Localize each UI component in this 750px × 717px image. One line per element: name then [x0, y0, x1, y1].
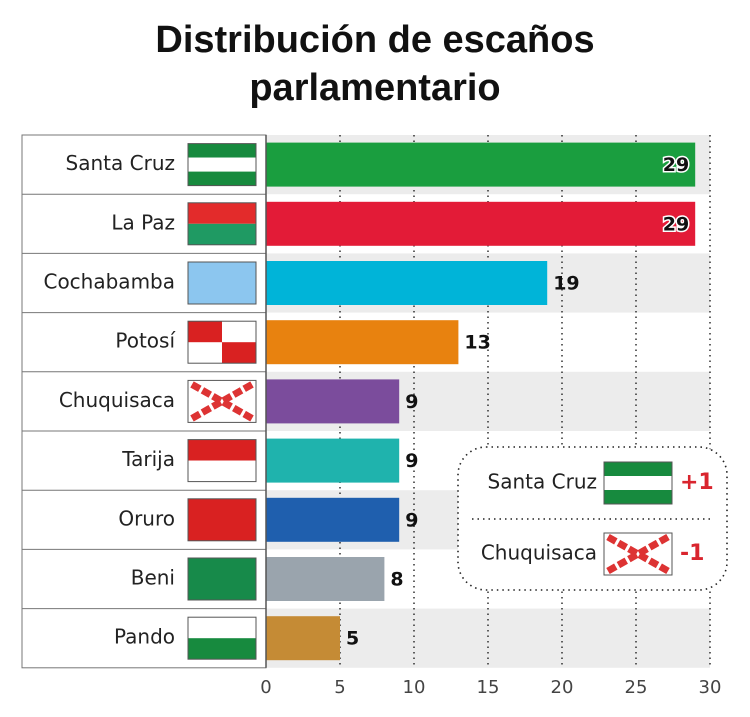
- flag: [187, 261, 257, 305]
- x-tick-label: 5: [334, 677, 345, 698]
- flag-border: [187, 616, 257, 660]
- flag: [187, 379, 257, 423]
- flag-part: [188, 321, 222, 343]
- flag-part: [188, 143, 256, 158]
- flag-border: [187, 439, 257, 483]
- bar: [266, 557, 385, 601]
- change-value: +1: [680, 470, 714, 495]
- flag: [187, 498, 257, 542]
- value-label: 19: [553, 273, 579, 295]
- flag-part: [604, 490, 672, 504]
- value-label: 29: [663, 213, 689, 235]
- category-label: Beni: [131, 566, 175, 590]
- flag: [187, 616, 257, 660]
- chart-title: Distribución de escaños: [155, 19, 594, 61]
- bar: [266, 497, 400, 542]
- flag-part: [188, 439, 256, 461]
- flag: [187, 143, 257, 187]
- flag-part: [222, 342, 256, 364]
- flag-part: [188, 157, 256, 172]
- bar: [266, 616, 340, 661]
- category-label: Cochabamba: [43, 270, 175, 294]
- category-label: Tarija: [121, 447, 175, 471]
- change-value: -1: [680, 541, 704, 566]
- flag: [187, 202, 257, 246]
- x-tick-label: 15: [477, 677, 500, 698]
- category-label: La Paz: [111, 210, 175, 234]
- x-tick-label: 30: [699, 677, 722, 698]
- flag-border: [603, 461, 673, 505]
- flag: [603, 461, 673, 505]
- x-tick-label: 10: [403, 677, 426, 698]
- bar: [266, 320, 459, 365]
- category-label: Chuquisaca: [59, 388, 175, 412]
- flag-border: [187, 320, 257, 364]
- change-label: Santa Cruz: [488, 470, 597, 494]
- flag-border: [603, 532, 673, 576]
- bar: [266, 261, 548, 305]
- category-label: Potosí: [115, 329, 176, 353]
- flag-border: [187, 557, 257, 601]
- flag-border: [187, 143, 257, 187]
- flag-border: [187, 498, 257, 542]
- bar: [266, 438, 400, 483]
- value-label: 9: [405, 450, 418, 472]
- flag-part: [188, 262, 256, 304]
- x-tick-label: 0: [260, 677, 271, 698]
- flag-part: [188, 638, 256, 660]
- value-label: 8: [390, 569, 403, 591]
- value-label: 13: [464, 332, 490, 354]
- x-tick-label: 20: [551, 677, 574, 698]
- flag-part: [188, 171, 256, 186]
- value-label: 29: [663, 154, 689, 176]
- flag-border: [187, 261, 257, 305]
- flag-part: [604, 462, 672, 476]
- flag-part: [188, 223, 256, 245]
- flag-part: [188, 617, 256, 639]
- flag-border: [187, 202, 257, 246]
- bar: [266, 379, 400, 424]
- value-label: 9: [405, 509, 418, 531]
- category-label: Pando: [114, 625, 175, 649]
- flag: [187, 557, 257, 601]
- flag-part: [188, 202, 256, 224]
- bar: [266, 142, 696, 187]
- flag-part: [188, 498, 256, 541]
- value-label: 5: [346, 628, 359, 650]
- flag-part: [604, 476, 672, 490]
- flag: [603, 532, 673, 576]
- flag-part: [188, 558, 256, 600]
- change-label: Chuquisaca: [481, 541, 597, 565]
- value-label: 9: [405, 391, 418, 413]
- flag: [187, 439, 257, 483]
- flag-border: [187, 379, 257, 423]
- bar: [266, 201, 696, 246]
- category-label: Oruro: [118, 506, 175, 530]
- flag-part: [188, 460, 256, 482]
- chart-subtitle: parlamentario: [249, 67, 500, 109]
- category-label: Santa Cruz: [66, 151, 175, 175]
- flag: [187, 320, 257, 364]
- x-tick-label: 25: [625, 677, 648, 698]
